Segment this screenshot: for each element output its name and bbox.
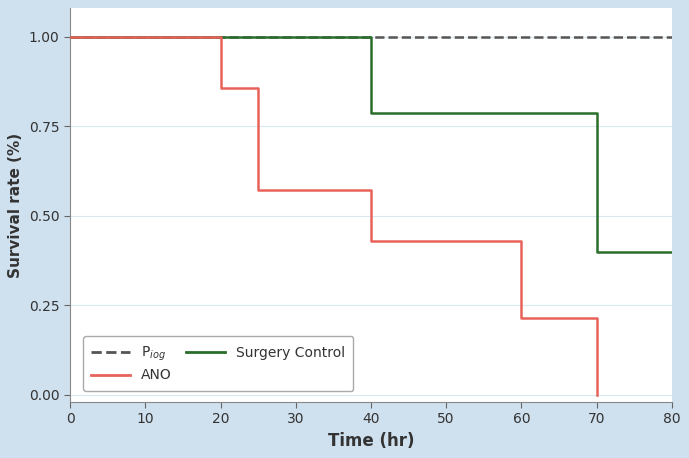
X-axis label: Time (hr): Time (hr) bbox=[328, 432, 414, 450]
Y-axis label: Survival rate (%): Survival rate (%) bbox=[8, 132, 23, 278]
Legend: P$_{iog}$, ANO, Surgery Control: P$_{iog}$, ANO, Surgery Control bbox=[83, 336, 353, 391]
